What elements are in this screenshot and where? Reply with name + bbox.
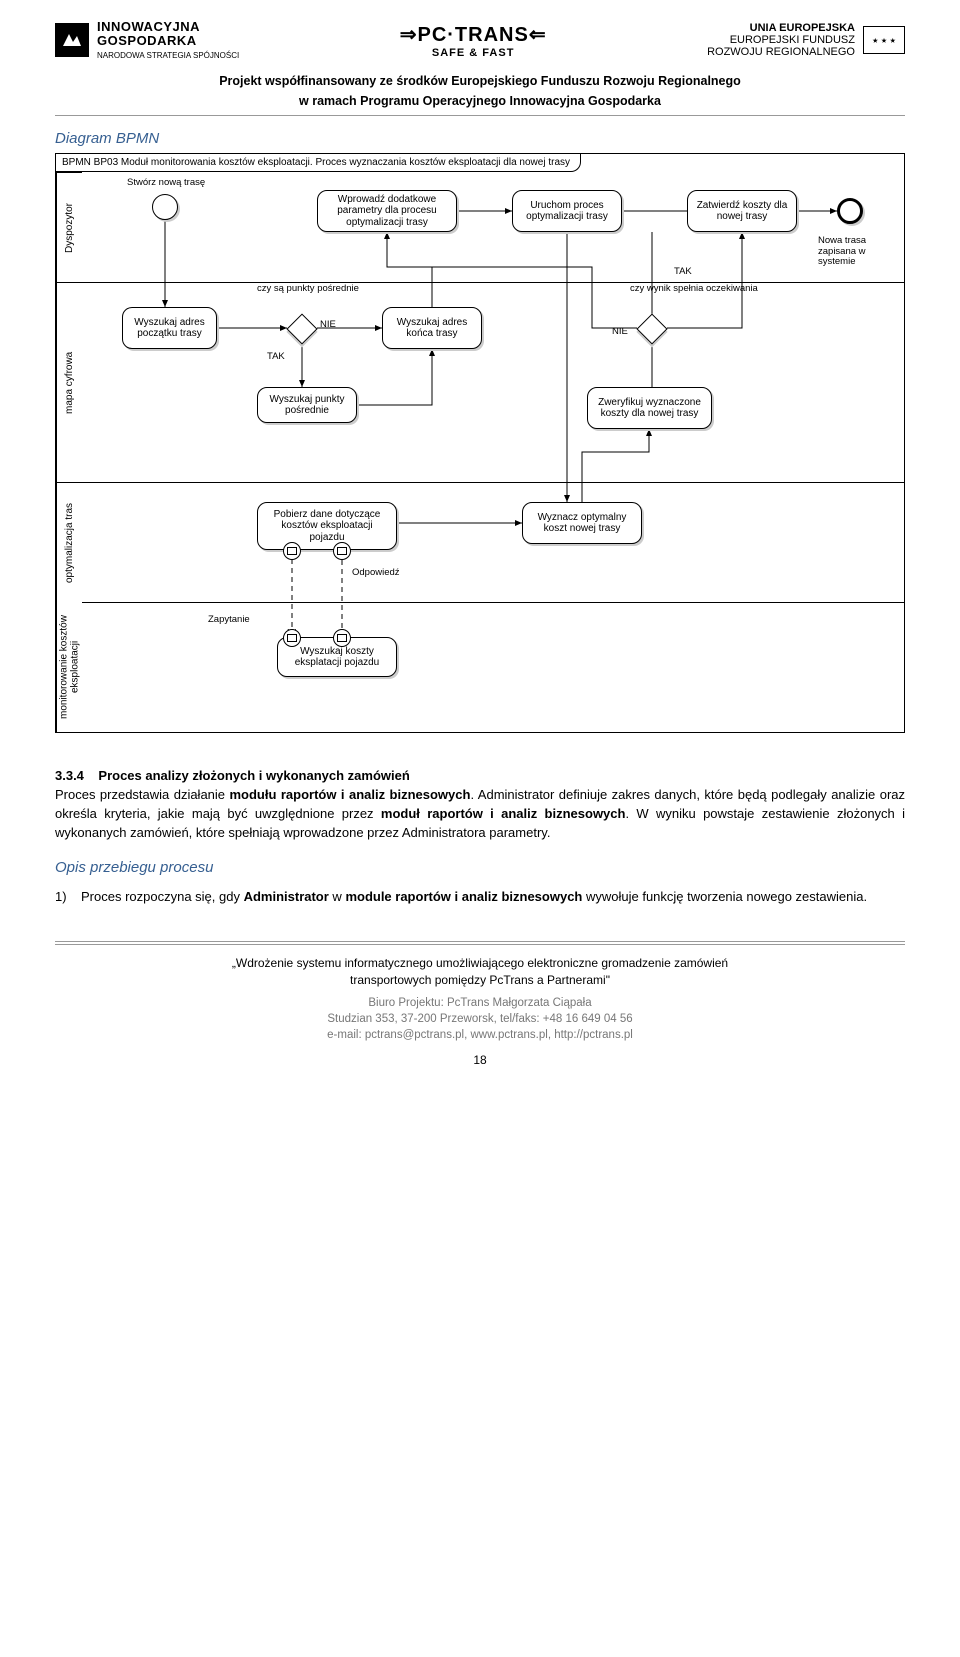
ig-icon xyxy=(55,23,89,57)
pctrans-sub: SAFE & FAST xyxy=(400,47,547,59)
section-334: 3.3.4 Proces analizy złożonych i wykonan… xyxy=(55,767,905,842)
funding-l2: w ramach Programu Operacyjnego Innowacyj… xyxy=(55,93,905,109)
bpmn-label: czy są punkty pośrednie xyxy=(257,284,359,294)
logo-innowacyjna: INNOWACYJNA GOSPODARKA NARODOWA STRATEGI… xyxy=(55,20,239,61)
eu-l1: UNIA EUROPEJSKA xyxy=(750,22,855,34)
li1a: Proces rozpoczyna się, gdy xyxy=(81,889,244,904)
header-rule xyxy=(55,115,905,116)
bpmn-node: Wyszukaj adres początku trasy xyxy=(122,307,217,349)
bpmn-label: Odpowiedź xyxy=(352,568,400,578)
list-item-1: 1) Proces rozpoczyna się, gdy Administra… xyxy=(55,888,905,907)
edges xyxy=(82,172,902,732)
page-number: 18 xyxy=(55,1053,905,1067)
bpmn-node xyxy=(152,194,178,220)
bpmn-node xyxy=(287,314,317,344)
lane-monit: monitorowanie kosztów eksploatacji xyxy=(56,602,82,732)
bpmn-node: Wyszukaj adres końca trasy xyxy=(382,307,482,349)
logo-pctrans: ⇒PC·TRANS⇐ SAFE & FAST xyxy=(400,22,547,59)
footer-g1: Biuro Projektu: PcTrans Małgorzata Ciąpa… xyxy=(55,995,905,1011)
bpmn-node: Pobierz dane dotyczące kosztów eksploata… xyxy=(257,502,397,550)
bpmn-label: Stwórz nową trasę xyxy=(127,178,205,188)
eu-flag-icon: ⋆⋆⋆ xyxy=(863,26,905,54)
opis-heading: Opis przebiegu procesu xyxy=(55,857,905,879)
message-event-icon xyxy=(333,542,351,560)
ig-line2: GOSPODARKA xyxy=(97,33,197,48)
bpmn-label: TAK xyxy=(674,267,692,277)
bpmn-node: Zweryfikuj wyznaczone koszty dla nowej t… xyxy=(587,387,712,429)
diagram-title: BPMN BP03 Moduł monitorowania kosztów ek… xyxy=(56,154,581,172)
ig-sub: NARODOWA STRATEGIA SPÓJNOŚCI xyxy=(97,51,239,60)
lane-opt: optymalizacja tras xyxy=(56,482,82,602)
bpmn-node: Uruchom proces optymalizacji trasy xyxy=(512,190,622,232)
p1b: modułu raportów i analiz biznesowych xyxy=(229,787,470,802)
bpmn-diagram: BPMN BP03 Moduł monitorowania kosztów ek… xyxy=(55,153,905,733)
bpmn-label: Zapytanie xyxy=(208,615,250,625)
diagram-heading: Diagram BPMN xyxy=(55,130,905,147)
logo-eu: UNIA EUROPEJSKA EUROPEJSKI FUNDUSZ ROZWO… xyxy=(707,22,905,58)
footer-rule2 xyxy=(55,944,905,945)
eu-l3: ROZWOJU REGIONALNEGO xyxy=(707,46,855,58)
bpmn-label: Nowa trasa zapisana w systemie xyxy=(818,236,904,267)
sec-title: Proces analizy złożonych i wykonanych za… xyxy=(98,768,409,783)
ig-line1: INNOWACYJNA xyxy=(97,19,200,34)
message-event-icon xyxy=(283,542,301,560)
li1e: wywołuje funkcję tworzenia nowego zestaw… xyxy=(582,889,867,904)
sec-num: 3.3.4 xyxy=(55,768,84,783)
bpmn-node xyxy=(837,198,863,224)
lane-dyspozytor: Dyspozytor xyxy=(56,172,82,282)
bpmn-node: Wprowadź dodatkowe parametry dla procesu… xyxy=(317,190,457,232)
footer-g3: e-mail: pctrans@pctrans.pl, www.pctrans.… xyxy=(55,1027,905,1043)
lane-labels: Dyspozytor mapa cyfrowa optymalizacja tr… xyxy=(56,172,82,732)
header-logos: INNOWACYJNA GOSPODARKA NARODOWA STRATEGI… xyxy=(55,20,905,61)
bpmn-label: NIE xyxy=(320,320,336,330)
li1c: w xyxy=(329,889,346,904)
bpmn-node xyxy=(637,314,667,344)
bpmn-label: TAK xyxy=(267,352,285,362)
bpmn-label: czy wynik spełnia oczekiwania xyxy=(630,284,758,294)
eu-l2: EUROPEJSKI FUNDUSZ xyxy=(730,34,855,46)
bpmn-node: Zatwierdź koszty dla nowej trasy xyxy=(687,190,797,232)
diagram-pool: Stwórz nową trasę Wyszukaj adres początku… xyxy=(82,172,904,732)
p1a: Proces przedstawia działanie xyxy=(55,787,229,802)
footer-l2: transportowych pomiędzy PcTrans a Partne… xyxy=(55,972,905,989)
p1d: moduł raportów i analiz biznesowych xyxy=(381,806,626,821)
li1b: Administrator xyxy=(244,889,329,904)
footer-l1: „Wdrożenie systemu informatycznego umożl… xyxy=(55,955,905,972)
footer-rule1 xyxy=(55,941,905,942)
footer: „Wdrożenie systemu informatycznego umożl… xyxy=(55,955,905,1043)
pctrans-main: ⇒PC·TRANS⇐ xyxy=(400,22,547,47)
bpmn-node: Wyznacz optymalny koszt nowej trasy xyxy=(522,502,642,544)
bpmn-label: NIE xyxy=(612,327,628,337)
funding-l1: Projekt współfinansowany ze środków Euro… xyxy=(55,73,905,89)
footer-g2: Studzian 353, 37-200 Przeworsk, tel/faks… xyxy=(55,1011,905,1027)
bpmn-node: Wyszukaj punkty pośrednie xyxy=(257,387,357,423)
li1d: module raportów i analiz biznesowych xyxy=(345,889,582,904)
lane-mapa: mapa cyfrowa xyxy=(56,282,82,482)
